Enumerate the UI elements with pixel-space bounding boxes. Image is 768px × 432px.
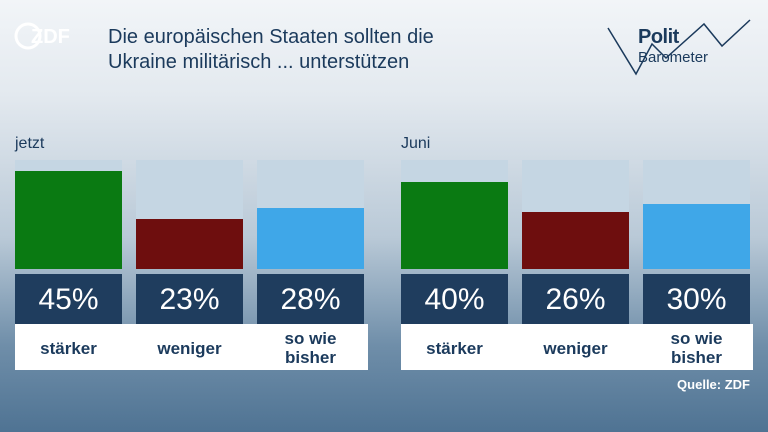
chart-title: Die europäischen Staaten sollten die Ukr…	[108, 25, 568, 75]
value-label-juni-staerker: 40%	[401, 274, 508, 324]
value-label-jetzt-staerker: 45%	[15, 274, 122, 324]
bar-juni-so-wie-bisher	[643, 204, 750, 269]
chart-title-line-1: Die europäischen Staaten sollten die	[108, 26, 434, 48]
group-label-jetzt: jetzt	[15, 135, 45, 152]
zdf-logo-text: ZDF	[31, 26, 70, 48]
bar-jetzt-weniger	[136, 219, 243, 269]
logo-text-barometer: Barometer	[638, 49, 709, 66]
politbarometer-logo-graphic	[607, 19, 751, 76]
group-label-juni: Juni	[401, 135, 431, 152]
bar-jetzt-staerker	[15, 171, 122, 269]
category-label-juni-weniger: weniger	[543, 338, 608, 358]
category-label-juni-so-wie-bisher: so wie bisher	[670, 329, 723, 367]
category-label-jetzt-so-wie-bisher: so wie bisher	[284, 329, 337, 367]
logo-text-polit: Polit	[638, 26, 679, 48]
chart-title-line-2: Ukraine militärisch ... unterstützen	[108, 51, 410, 73]
value-label-jetzt-weniger: 23%	[136, 274, 243, 324]
category-label-strip-left	[15, 324, 368, 370]
source-note: Quelle: ZDF	[677, 377, 750, 392]
category-label-strip-right	[401, 324, 753, 370]
value-label-juni-so-wie-bisher: 30%	[643, 274, 750, 324]
category-label-jetzt-weniger: weniger	[157, 338, 222, 358]
bar-jetzt-so-wie-bisher	[257, 208, 364, 269]
zdf-logo: ZDF	[14, 22, 70, 50]
category-label-jetzt-staerker: stärker	[40, 338, 97, 358]
category-label-juni-staerker: stärker	[426, 338, 483, 358]
bar-juni-weniger	[522, 212, 629, 269]
value-label-juni-weniger: 26%	[522, 274, 629, 324]
bar-juni-staerker	[401, 182, 508, 269]
value-label-jetzt-so-wie-bisher: 28%	[257, 274, 364, 324]
